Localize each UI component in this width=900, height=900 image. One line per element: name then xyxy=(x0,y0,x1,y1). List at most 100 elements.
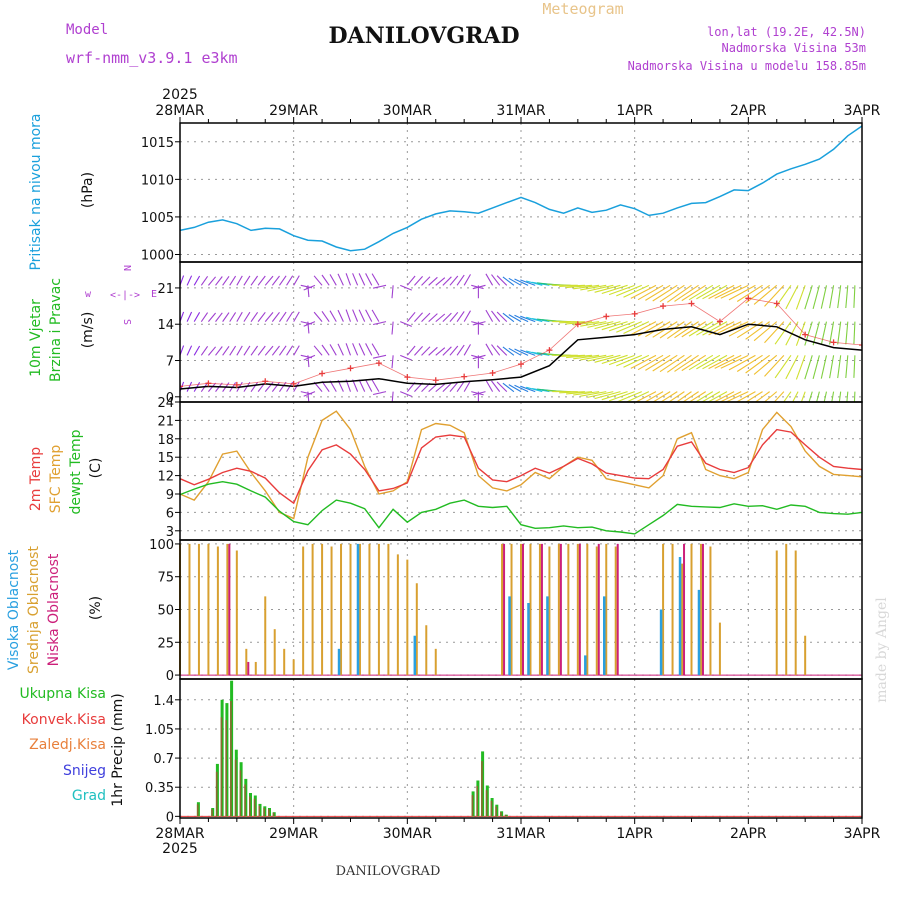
wind-barb xyxy=(345,309,352,322)
wind-barb xyxy=(345,273,352,286)
ytick-label: 12 xyxy=(157,470,174,485)
wind-barb xyxy=(587,354,614,362)
wind-barb xyxy=(846,391,849,402)
wind-barb xyxy=(463,274,471,286)
xtick-label-bottom: 1APR xyxy=(616,826,653,842)
wind-barb xyxy=(608,391,635,402)
wind-barb xyxy=(812,285,820,310)
wind-barb xyxy=(449,381,459,392)
wind-barb xyxy=(645,321,671,338)
ytick-label: 1010 xyxy=(141,173,174,188)
wind-barb xyxy=(321,344,330,356)
wind-barb xyxy=(442,346,452,356)
precip-conv-bar xyxy=(272,812,275,817)
wind-barb xyxy=(829,285,835,309)
wind-barb xyxy=(754,391,770,402)
wind-barb xyxy=(365,343,373,356)
wind-barb xyxy=(694,391,714,402)
wind-barb xyxy=(637,354,664,371)
wind-barb xyxy=(496,345,508,356)
wind-barb xyxy=(724,391,749,402)
wind-barb xyxy=(688,354,714,371)
wind-barb xyxy=(279,311,287,322)
cloud-mid-label: Srednja Oblacnost xyxy=(26,546,42,674)
wind-barb xyxy=(675,391,692,402)
wind-barb xyxy=(502,346,515,356)
wind-barb xyxy=(371,309,380,322)
wind-barb xyxy=(421,346,431,356)
precip-conv-bar xyxy=(244,784,246,817)
direction-center-label: <-|-> xyxy=(110,290,140,301)
ytick-label: 1000 xyxy=(141,248,174,263)
wind-barb xyxy=(773,391,785,402)
wind-barb xyxy=(829,321,835,345)
meteogram-label: Meteogram xyxy=(542,0,623,18)
wind-barb xyxy=(391,321,394,335)
wind-barb xyxy=(559,284,585,288)
wind-barb xyxy=(681,284,707,302)
wind-barb xyxy=(279,345,287,356)
wind-barb xyxy=(293,381,300,392)
wind-barb xyxy=(820,285,828,309)
wind-barb xyxy=(508,384,522,393)
xtick-label-bottom: 30MAR xyxy=(383,826,432,842)
wind-barb xyxy=(279,275,287,286)
wind-barb xyxy=(207,312,217,322)
wind-ylabel: 10m Vjetar Brzina i Pravac (m/s) N w <-|… xyxy=(28,265,157,382)
wind-barb xyxy=(616,354,642,367)
ytick-label: 25 xyxy=(157,636,174,651)
model-name: wrf-nmm_v3.9.1 e3km xyxy=(66,49,238,67)
wind-barb xyxy=(702,284,728,300)
wind-barb xyxy=(313,345,323,356)
wind-barb xyxy=(337,309,344,322)
panel-frame xyxy=(179,401,863,541)
wind-barb xyxy=(728,284,756,301)
wind-barb xyxy=(442,382,452,393)
model-label: Model xyxy=(66,22,108,38)
precip-conv-bar xyxy=(490,800,493,817)
wind-direction-legend: N w <-|-> E S xyxy=(85,265,157,325)
wind-barb xyxy=(307,285,310,298)
wind-barb xyxy=(623,284,650,298)
precip-conv-bar xyxy=(253,798,256,817)
elevation-text: Nadmorska Visina 53m xyxy=(722,41,867,55)
wind-barb xyxy=(358,273,366,286)
wind-barb xyxy=(286,311,294,322)
wind-barb xyxy=(508,314,522,323)
wind-barb xyxy=(485,309,494,322)
wind-barb xyxy=(520,385,536,393)
wind-barb xyxy=(804,321,813,346)
wind-barb xyxy=(257,311,266,322)
ytick-label: 1005 xyxy=(141,211,174,226)
wind-barb xyxy=(372,321,387,326)
wind-barb xyxy=(514,278,529,286)
xtick-label-bottom: 28MAR xyxy=(155,826,204,842)
wind-barb xyxy=(714,321,742,336)
wind-barb xyxy=(435,277,446,286)
wind-barb xyxy=(391,355,394,369)
wind-barb xyxy=(271,311,280,322)
wind-barb xyxy=(456,381,465,392)
wind-barb xyxy=(286,275,294,286)
wind-barb xyxy=(808,391,813,402)
wind-barb xyxy=(514,314,529,323)
wind-barb xyxy=(580,354,607,361)
wind-barb xyxy=(229,275,237,286)
wind-barb xyxy=(837,321,842,345)
wind-barb xyxy=(200,345,209,356)
wind-barb xyxy=(587,321,614,328)
wind-barb xyxy=(236,275,243,286)
wind-barb xyxy=(229,345,237,356)
wind-barb xyxy=(696,284,721,300)
wind-barb xyxy=(414,346,424,356)
wind-barb xyxy=(352,309,359,322)
wind-barb xyxy=(428,276,438,286)
xtick-label-top: 28MAR xyxy=(155,103,204,119)
wind-barb xyxy=(271,275,280,286)
wind-barb xyxy=(293,275,300,286)
wind-barb xyxy=(496,311,508,323)
temp-dew-label: dewpt Temp xyxy=(68,429,84,514)
wind-barb xyxy=(559,321,585,324)
ytick-label: 0.7 xyxy=(153,752,174,767)
precip-conv-bar xyxy=(211,809,213,817)
